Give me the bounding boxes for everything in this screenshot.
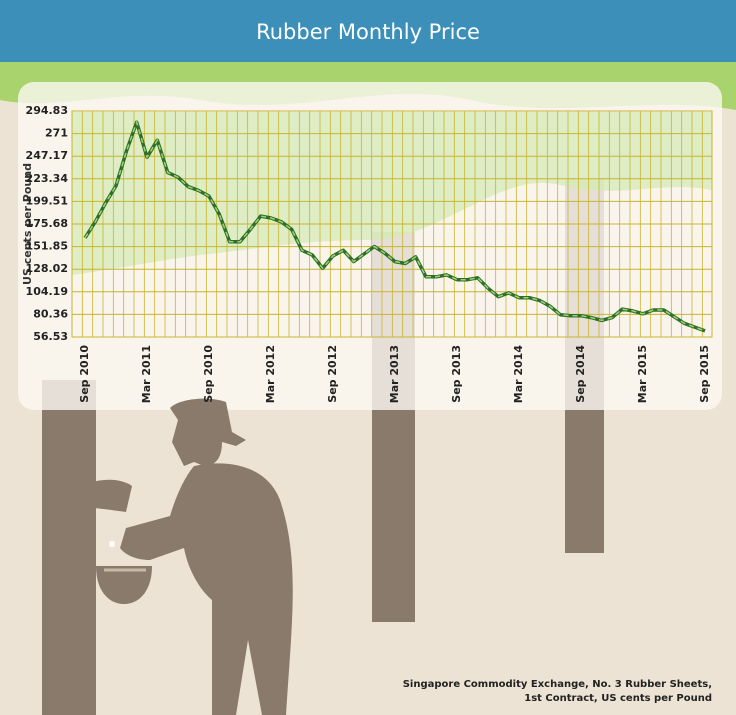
y-tick-label: 247.17 xyxy=(26,149,68,162)
x-tick-label: Mar 2013 xyxy=(388,345,401,403)
y-tick-label: 56.53 xyxy=(33,330,68,343)
y-tick-label: 104.19 xyxy=(26,285,68,298)
x-tick-label: Mar 2015 xyxy=(636,345,649,403)
y-tick-label: 223.34 xyxy=(26,172,69,185)
y-tick-label: 80.36 xyxy=(33,307,68,320)
x-tick-label: Sep 2013 xyxy=(450,345,463,403)
y-tick-label: 151.85 xyxy=(26,240,68,253)
x-tick-label: Sep 2012 xyxy=(326,345,339,403)
y-tick-label: 199.51 xyxy=(26,194,68,207)
x-tick-label: Sep 2014 xyxy=(574,345,587,403)
x-tick-label: Mar 2011 xyxy=(140,345,153,403)
tree-trunk xyxy=(42,380,96,715)
x-tick-label: Sep 2010 xyxy=(78,345,91,403)
source-note: Singapore Commodity Exchange, No. 3 Rubb… xyxy=(403,679,712,690)
x-tick-label: Mar 2012 xyxy=(264,345,277,403)
x-tick-label: Mar 2014 xyxy=(512,345,525,404)
latex-drop xyxy=(109,541,115,547)
y-tick-label: 175.68 xyxy=(26,217,68,230)
y-tick-label: 271 xyxy=(45,127,68,140)
y-tick-label: 294.83 xyxy=(26,104,68,117)
x-tick-label: Sep 2015 xyxy=(698,345,711,403)
chart-title: Rubber Monthly Price xyxy=(256,20,480,44)
x-tick-label: Sep 2010 xyxy=(202,345,215,403)
source-note: 1st Contract, US cents per Pound xyxy=(524,693,712,704)
infographic: Rubber Monthly Price US cents per Pound … xyxy=(0,0,736,715)
y-tick-label: 128.02 xyxy=(26,262,68,275)
